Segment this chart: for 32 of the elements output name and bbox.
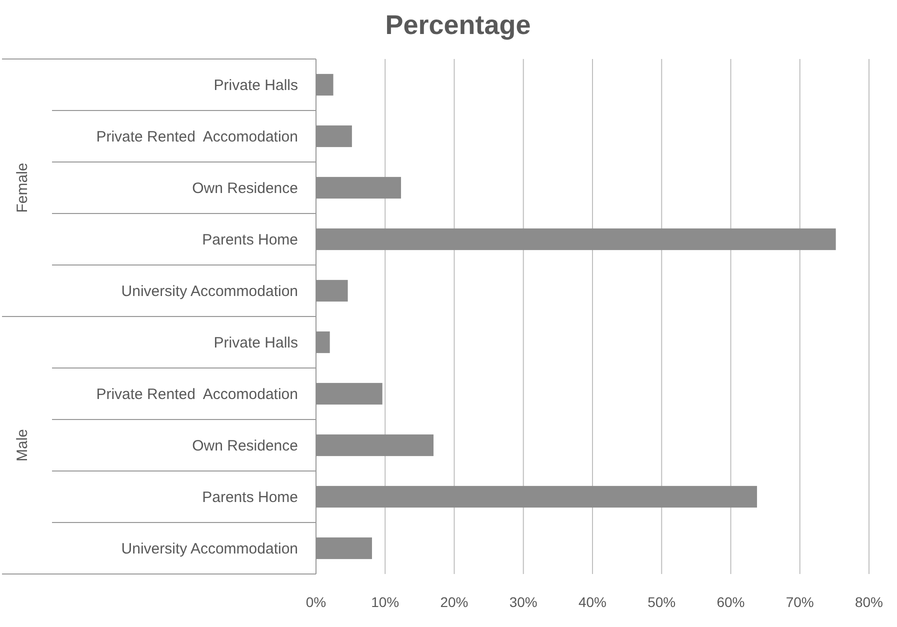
chart-title: Percentage bbox=[385, 10, 531, 40]
x-tick-label: 80% bbox=[854, 594, 884, 610]
x-tick-label: 50% bbox=[648, 594, 676, 610]
bar bbox=[316, 280, 348, 302]
x-tick-label: 40% bbox=[578, 594, 607, 610]
x-tick-label: 20% bbox=[440, 594, 468, 610]
y-tick-label: Parents Home bbox=[202, 232, 298, 248]
y-tick-label: University Accommodation bbox=[121, 540, 298, 558]
bar bbox=[316, 125, 352, 148]
y-tick-label: Parents Home bbox=[202, 489, 298, 506]
bar bbox=[316, 537, 372, 560]
y-tick-label: Private Rented Accomodation bbox=[96, 128, 298, 146]
text: Female bbox=[14, 162, 31, 213]
bar bbox=[316, 176, 402, 199]
bar bbox=[316, 486, 758, 508]
y-tick-label: Private Halls bbox=[214, 77, 298, 94]
y-tick-label: University Accommodation bbox=[121, 283, 298, 300]
bar bbox=[316, 382, 382, 405]
bar bbox=[316, 434, 434, 456]
y-tick-label: Own Residence bbox=[192, 180, 298, 197]
x-tick-label: 70% bbox=[786, 594, 814, 610]
y-tick-label: Own Residence bbox=[192, 438, 298, 454]
x-tick-label: 10% bbox=[371, 594, 400, 610]
x-tick-label: 30% bbox=[509, 594, 538, 610]
x-tick-label: 60% bbox=[716, 594, 745, 610]
bar bbox=[316, 228, 836, 250]
y-tick-label: Private Rented Accomodation bbox=[96, 386, 298, 403]
y-tick-label: Private Halls bbox=[214, 334, 298, 352]
bar bbox=[316, 74, 334, 96]
x-tick-label: 0% bbox=[306, 594, 326, 610]
text: Male bbox=[14, 428, 31, 462]
bar bbox=[316, 331, 330, 354]
